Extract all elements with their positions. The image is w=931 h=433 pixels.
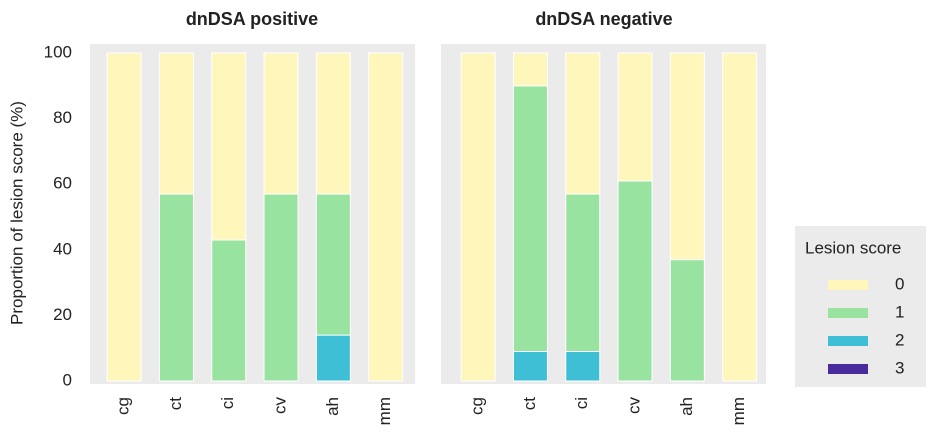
bar-segment [211,239,247,382]
bar-segment [211,52,247,241]
x-tick-label: ah [677,397,696,416]
bar-segment [617,52,653,182]
y-tick-label: 100 [44,42,72,61]
legend-swatch [828,364,868,374]
legend-label: 1 [895,302,904,321]
x-tick-label: mm [729,397,748,425]
bar-segment [263,52,299,195]
legend-title: Lesion score [805,238,901,257]
x-tick-label: cv [271,397,290,415]
panel-background [90,44,415,384]
y-tick-label: 0 [63,370,72,389]
x-tick-label: cv [625,397,644,415]
legend-swatch [828,336,868,346]
legend-label: 2 [895,330,904,349]
bar-segment [460,52,496,382]
bar-segment [512,350,548,382]
y-tick-label: 20 [53,305,72,324]
bar-segment [315,52,351,195]
y-axis-label: Proportion of lesion score (%) [7,101,26,325]
bar-segment [512,52,548,87]
bar-segment [722,52,758,382]
x-tick-label: ci [572,397,591,409]
bar-segment [158,52,194,195]
bar-segment [565,350,601,382]
y-tick-label: 60 [53,174,72,193]
legend-box [795,226,926,387]
y-tick-label: 40 [53,239,72,258]
legend-label: 0 [895,274,904,293]
y-tick-label: 80 [53,108,72,127]
x-tick-label: ct [166,397,185,411]
legend-label: 3 [895,358,904,377]
x-tick-label: mm [375,397,394,425]
legend-swatch [828,308,868,318]
bar-segment [617,180,653,382]
bar-segment [263,193,299,382]
bar-segment [106,52,142,382]
bar-segment [315,334,351,382]
panel-title: dnDSA positive [186,9,318,29]
bar-segment [315,193,351,336]
bar-segment [368,52,404,382]
x-tick-label: ci [218,397,237,409]
bar-segment [669,52,705,261]
bar-segment [512,85,548,352]
bar-segment [158,193,194,382]
x-tick-label: ct [520,397,539,411]
legend-swatch [828,280,868,290]
x-tick-label: cg [114,397,133,415]
bar-segment [565,193,601,352]
bar-segment [565,52,601,195]
bar-segment [669,259,705,382]
x-tick-label: ah [323,397,342,416]
x-tick-label: cg [468,397,487,415]
panel-title: dnDSA negative [535,9,672,29]
